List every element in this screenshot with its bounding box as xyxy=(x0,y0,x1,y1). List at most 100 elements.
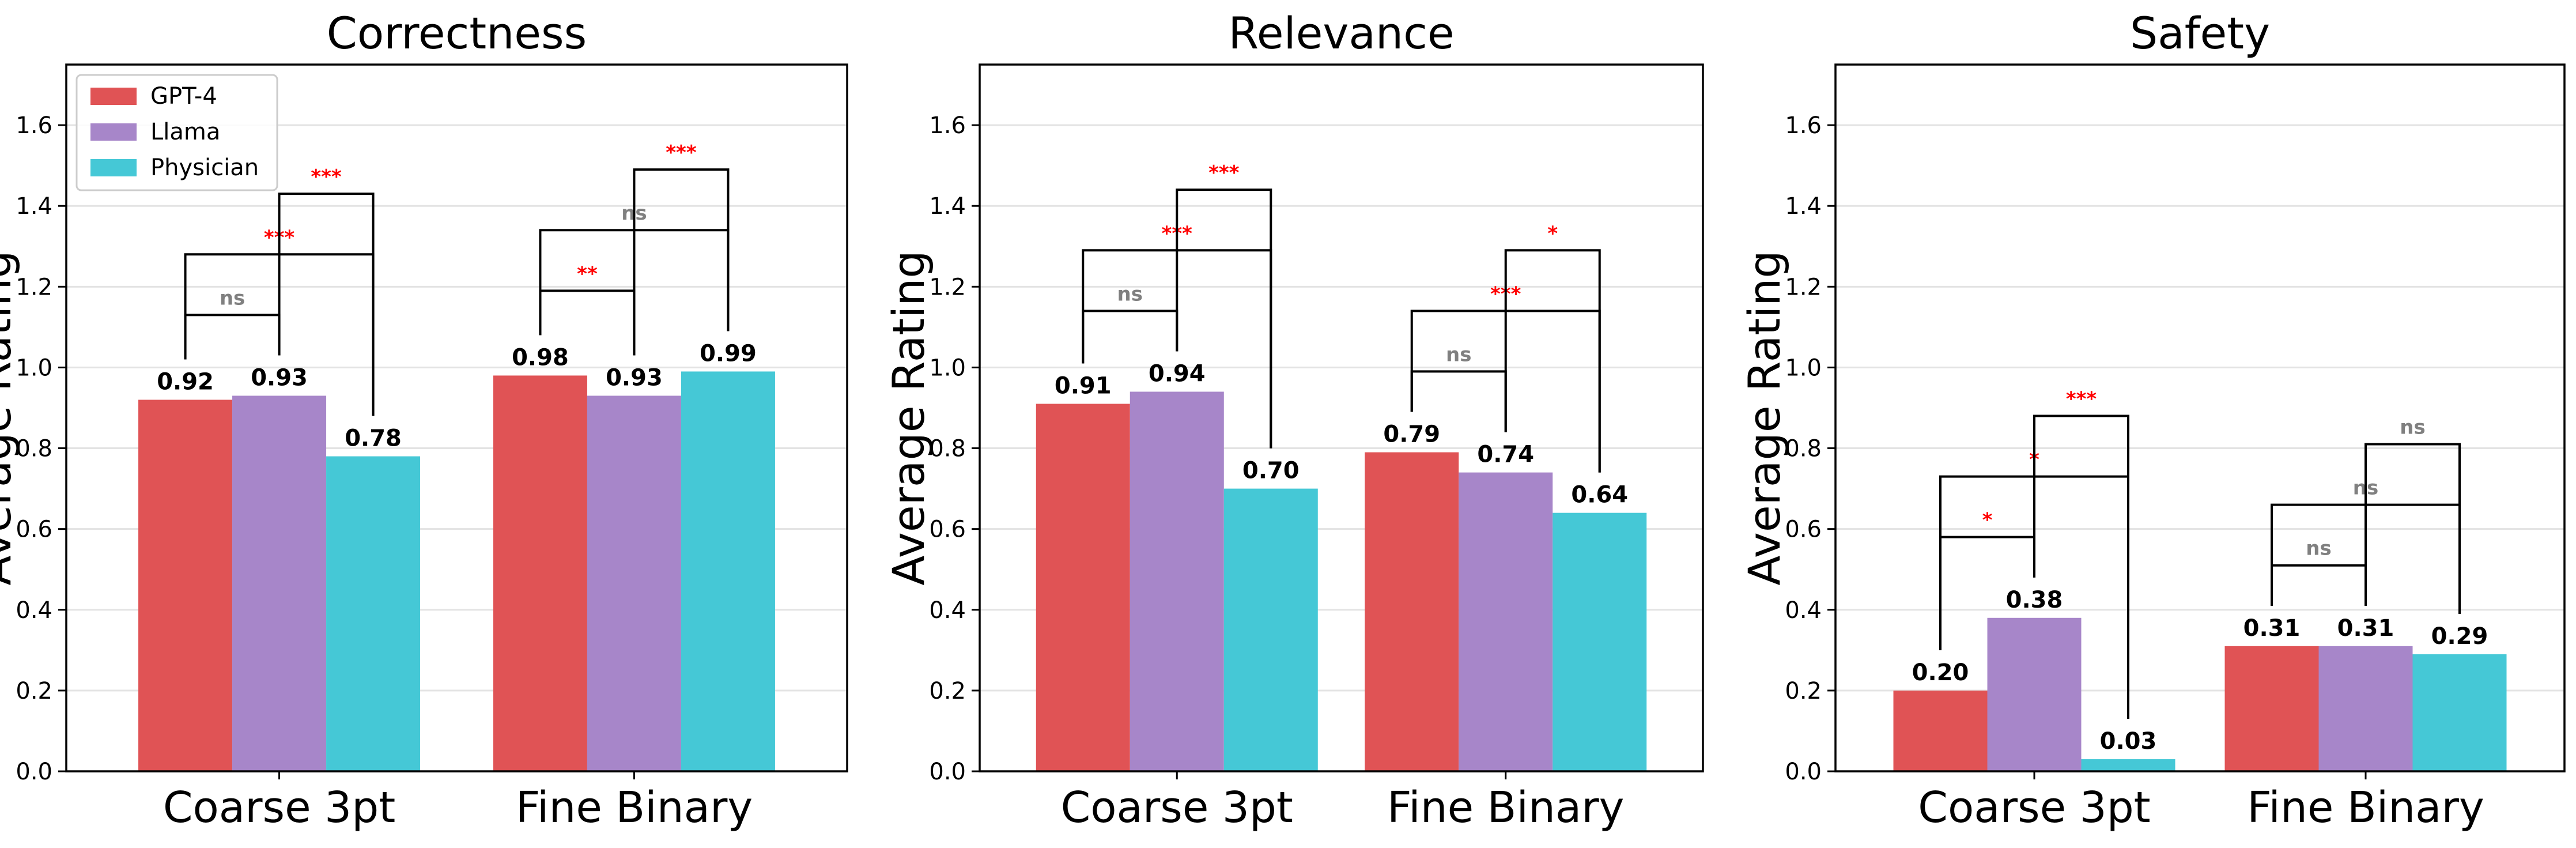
y-tick-label: 1.6 xyxy=(929,112,966,139)
value-label: 0.03 xyxy=(2100,728,2157,755)
value-label: 0.78 xyxy=(345,425,402,452)
panel-title: Correctness xyxy=(327,7,587,59)
significance-label: ** xyxy=(577,262,598,285)
significance-label: ns xyxy=(2306,537,2331,560)
significance-label: * xyxy=(1547,222,1558,245)
y-tick-label: 0.6 xyxy=(1785,517,1822,543)
panel-correctness: 0.920.980.93 0.930.780.99ns********ns***0… xyxy=(0,7,848,832)
significance-bracket xyxy=(1082,310,1179,364)
significance-label: *** xyxy=(666,141,697,164)
y-tick-label: 1.6 xyxy=(1785,112,1822,139)
significance-label: ns xyxy=(220,287,245,310)
y-tick-label: 1.0 xyxy=(929,355,966,381)
y-tick-label: 1.4 xyxy=(16,193,52,220)
value-label: 0.29 xyxy=(2431,623,2488,650)
legend-label: Physician xyxy=(150,154,259,181)
axes-frame xyxy=(1834,63,2566,772)
y-tick-label: 1.4 xyxy=(929,193,966,220)
bar-llama xyxy=(587,395,681,771)
value-label: 0.38 xyxy=(2006,587,2063,613)
y-tick-label: 0.6 xyxy=(16,517,52,543)
value-label: 0.93 xyxy=(606,364,663,391)
value-label: 0.74 xyxy=(1477,442,1534,468)
bar-physician xyxy=(681,371,775,771)
y-tick-label: 0.0 xyxy=(1785,759,1822,785)
significance-label: *** xyxy=(2066,387,2097,410)
panel-relevance: 0.910.790.940.740.700.64ns******ns****0.… xyxy=(883,7,1704,832)
bar-gpt-4 xyxy=(1365,452,1459,771)
significance-bracket xyxy=(1504,249,1601,473)
value-label: 0.31 xyxy=(2337,615,2394,642)
value-label: 0.79 xyxy=(1383,421,1440,448)
x-tick-label: Fine Binary xyxy=(516,783,753,832)
y-tick-label: 1.6 xyxy=(16,112,52,139)
y-tick-label: 1.0 xyxy=(16,355,52,381)
y-tick-label: 0.2 xyxy=(929,678,966,704)
axes-frame xyxy=(979,63,1704,772)
significance-label: ns xyxy=(1446,343,1471,366)
significance-bracket xyxy=(2033,414,2129,719)
y-axis-label: Average Rating xyxy=(1739,250,1790,585)
legend: GPT-4 Llama Physician xyxy=(75,74,278,191)
value-label: 0.91 xyxy=(1055,372,1112,399)
y-tick-label: 0.0 xyxy=(929,759,966,785)
bar-llama xyxy=(1987,617,2082,771)
value-label: 0.93 xyxy=(251,364,308,391)
x-tick-label: Coarse 3pt xyxy=(1061,783,1293,832)
y-tick-label: 0.8 xyxy=(929,436,966,462)
significance-label: * xyxy=(1982,509,1993,532)
y-tick-label: 1.2 xyxy=(929,274,966,300)
significance-label: ns xyxy=(2400,416,2425,439)
y-tick-label: 0.8 xyxy=(1785,436,1822,462)
significance-label: ns xyxy=(1117,282,1143,306)
axes-frame xyxy=(65,63,848,772)
significance-bracket xyxy=(184,314,281,360)
y-tick-label: 0.4 xyxy=(929,597,966,624)
bar-physician xyxy=(326,456,421,771)
y-tick-label: 0.6 xyxy=(929,517,966,543)
bar-physician xyxy=(1553,512,1647,771)
significance-bracket xyxy=(633,168,730,356)
bar-llama xyxy=(232,395,327,771)
legend-label: Llama xyxy=(150,119,220,145)
legend-swatch xyxy=(90,123,137,141)
bar-gpt-4 xyxy=(1036,404,1130,771)
panel-safety: 0.200.310.380.310.030.29*****nsnsns0.00.… xyxy=(1739,7,2566,832)
y-tick-label: 1.4 xyxy=(1785,193,1822,220)
y-tick-label: 0.4 xyxy=(1785,597,1822,624)
bar-llama xyxy=(2318,646,2413,771)
y-tick-label: 0.2 xyxy=(1785,678,1822,704)
y-tick-label: 0.0 xyxy=(16,759,52,785)
value-label: 0.20 xyxy=(1912,659,1969,686)
value-label: 0.31 xyxy=(2243,615,2301,642)
panel-title: Relevance xyxy=(1228,7,1454,59)
bar-gpt-4 xyxy=(493,375,587,771)
significance-label: *** xyxy=(1208,161,1240,184)
value-label: 0.92 xyxy=(157,368,214,395)
legend-swatch xyxy=(90,159,137,176)
bar-llama xyxy=(1130,391,1224,771)
bar-physician xyxy=(2412,654,2507,771)
significance-label: *** xyxy=(311,165,342,189)
significance-bracket xyxy=(2365,443,2461,614)
significance-bracket xyxy=(1176,189,1272,449)
panel-title: Safety xyxy=(2130,7,2270,59)
y-tick-label: 1.0 xyxy=(1785,355,1822,381)
value-label: 0.64 xyxy=(1571,482,1628,508)
x-tick-label: Coarse 3pt xyxy=(1918,783,2150,832)
y-tick-label: 1.2 xyxy=(16,274,52,300)
value-label: 0.99 xyxy=(700,340,757,367)
significance-bracket xyxy=(2271,564,2367,606)
y-axis-label: Average Rating xyxy=(883,250,934,585)
x-tick-label: Fine Binary xyxy=(2247,783,2484,832)
y-tick-label: 0.8 xyxy=(16,436,52,462)
bar-physician xyxy=(1223,488,1318,771)
x-tick-label: Coarse 3pt xyxy=(163,783,395,832)
bar-gpt-4 xyxy=(2224,646,2319,771)
x-tick-label: Fine Binary xyxy=(1387,783,1624,832)
bar-gpt-4 xyxy=(138,399,233,771)
bar-gpt-4 xyxy=(1893,690,1988,771)
legend-swatch xyxy=(90,88,137,105)
y-axis-label: Average Rating xyxy=(0,250,21,585)
